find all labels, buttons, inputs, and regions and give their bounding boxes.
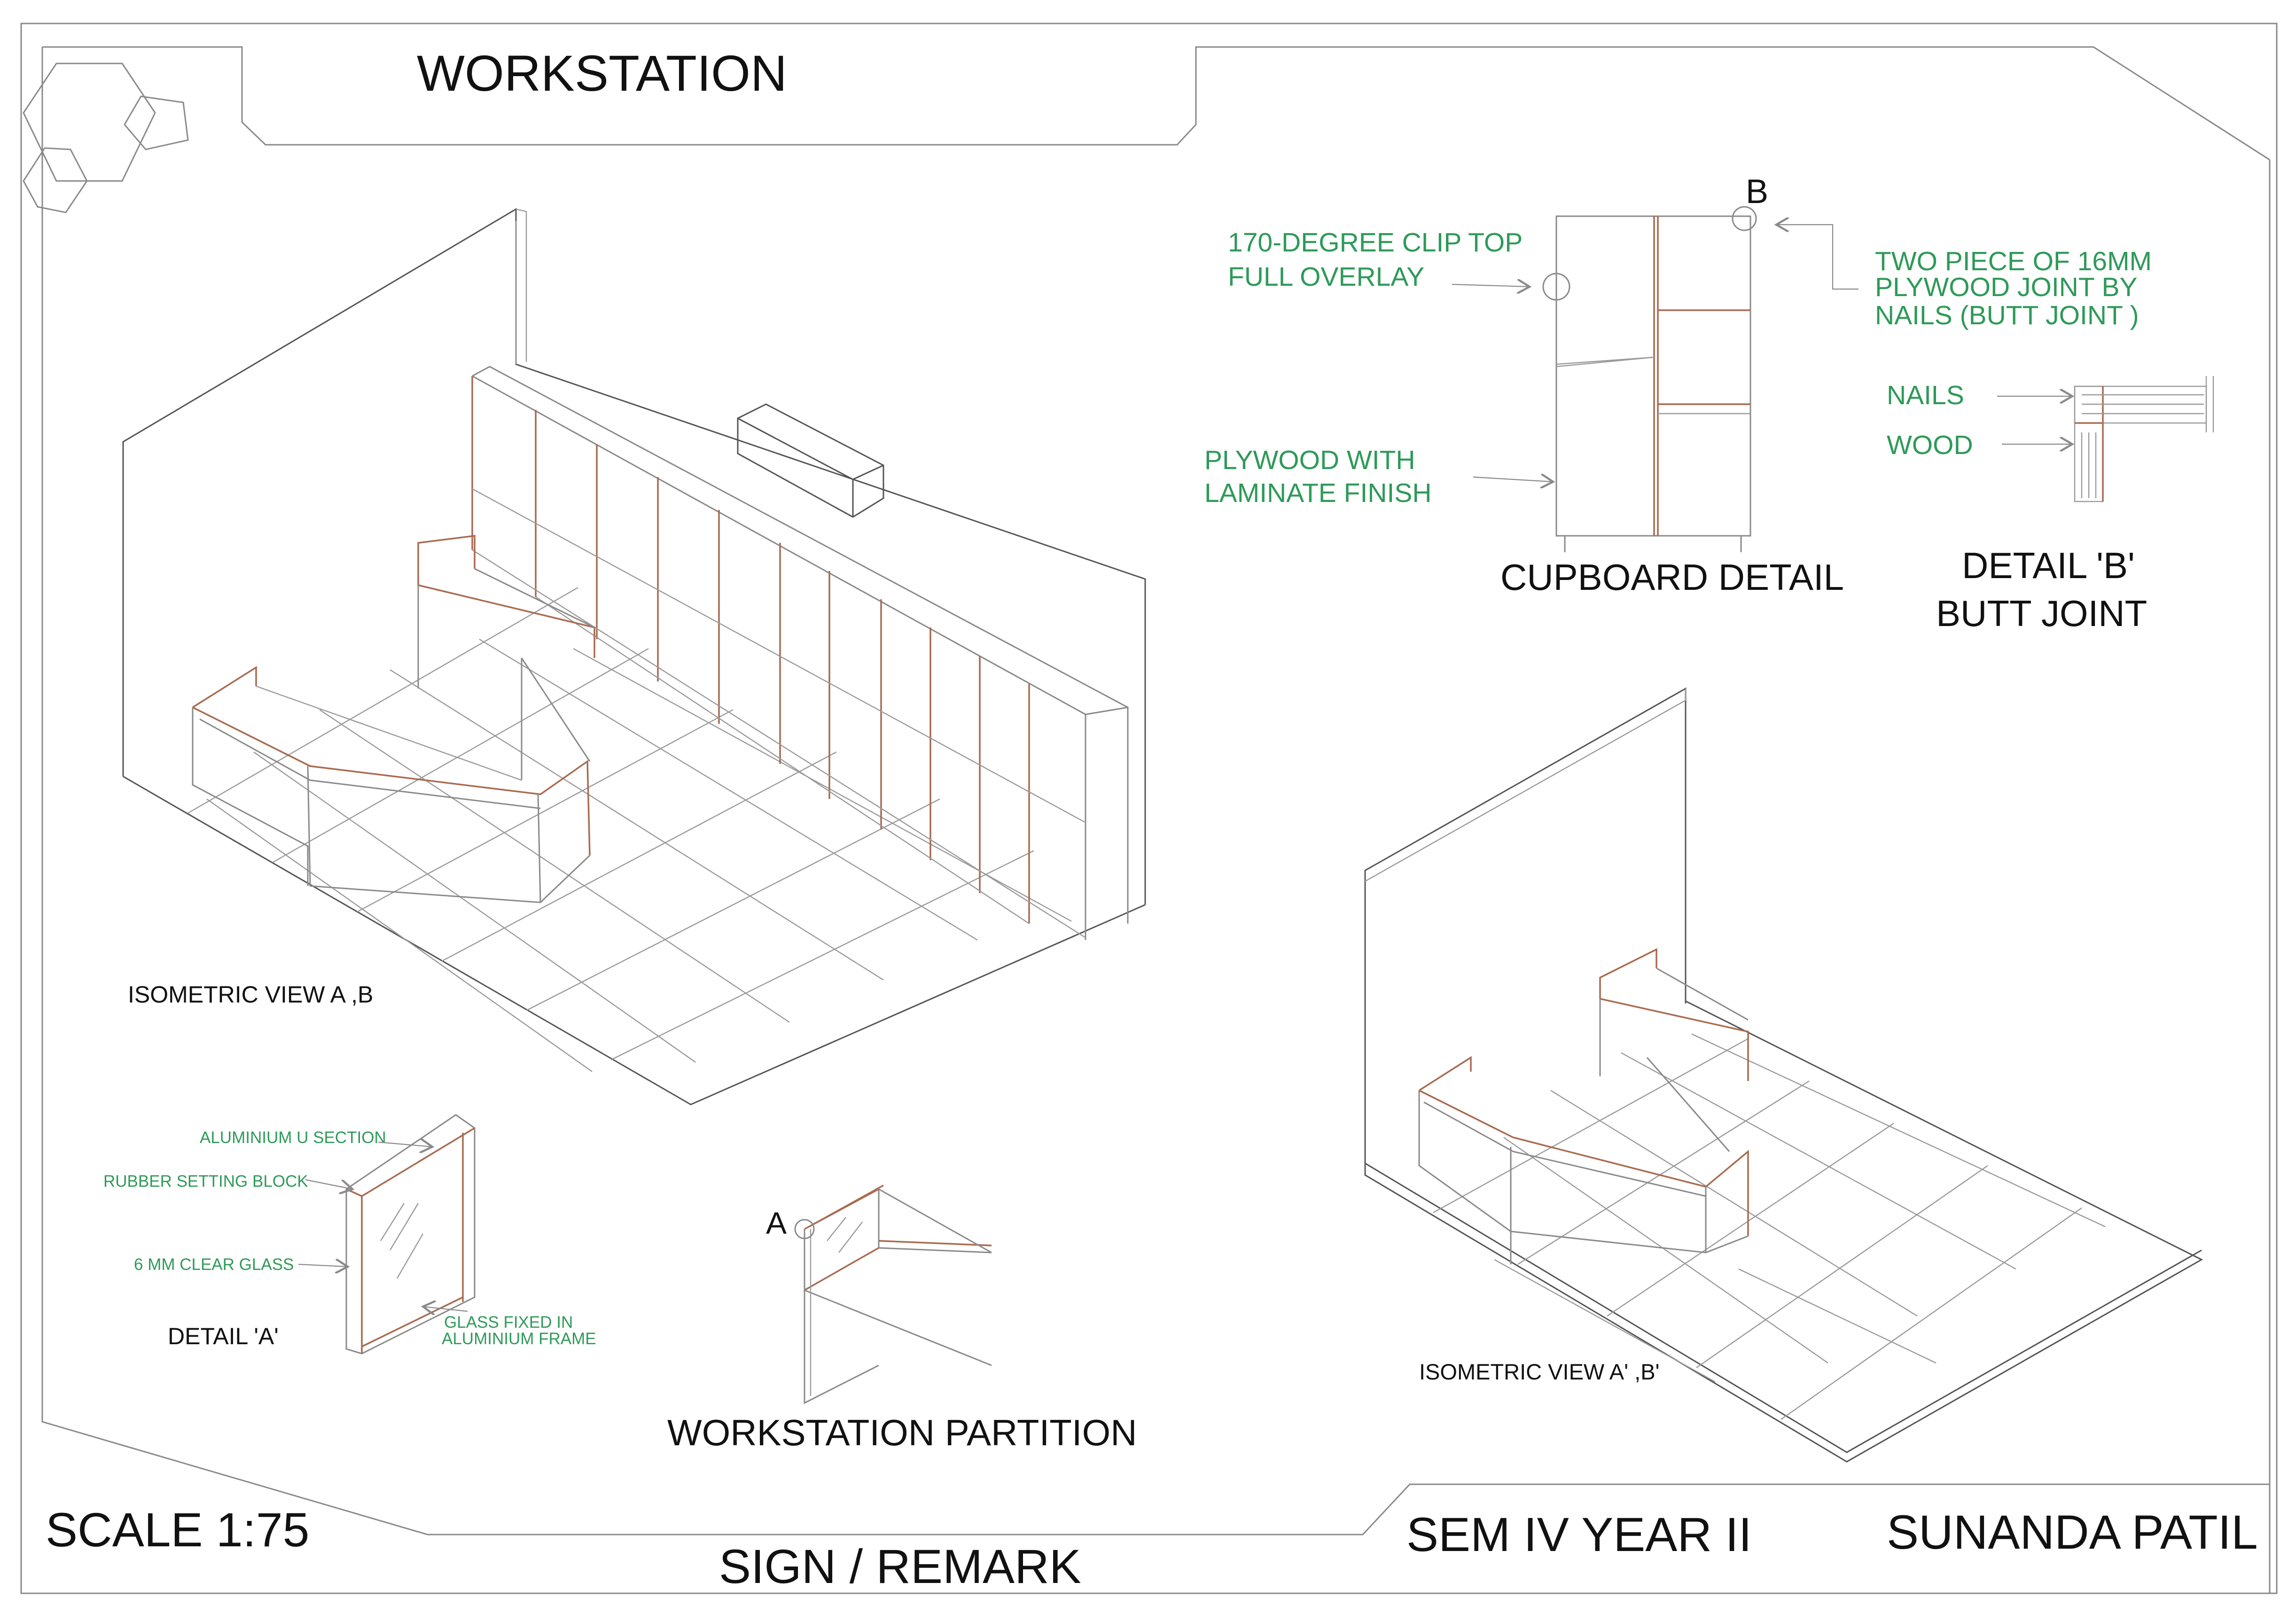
- detail-a-note-frame-1: GLASS FIXED IN: [444, 1313, 573, 1332]
- isometric-view-main: [122, 208, 1146, 1105]
- hexagon-logo-icon: [23, 63, 189, 213]
- sign-remark-label: SIGN / REMARK: [719, 1540, 1081, 1593]
- detail-b-wood-label: WOOD: [1887, 430, 1973, 460]
- detail-a-note-glass: 6 MM CLEAR GLASS: [134, 1255, 294, 1274]
- detail-a-note-block: RUBBER SETTING BLOCK: [103, 1172, 308, 1191]
- detail-a-title: DETAIL 'A': [168, 1323, 279, 1349]
- cupboard-note-material-2: LAMINATE FINISH: [1204, 478, 1432, 508]
- cupboard-note-joint-1: TWO PIECE OF 16MM: [1875, 246, 2152, 276]
- floor-tiles: [187, 587, 1072, 1072]
- cupboard-note-hinge-1: 170-DEGREE CLIP TOP: [1228, 227, 1523, 258]
- iso-main-label: ISOMETRIC VIEW A ,B: [128, 981, 373, 1008]
- isometric-view-second: [1364, 687, 2203, 1463]
- workstation-partition: [794, 1184, 992, 1404]
- detail-a-note-section: ALUMINIUM U SECTION: [200, 1128, 386, 1147]
- floor-tiles-second: [1433, 1033, 2106, 1420]
- partition-marker-a: A: [766, 1206, 787, 1240]
- cupboard-detail-title: CUPBOARD DETAIL: [1500, 556, 1844, 598]
- cupboard-note-material-1: PLYWOOD WITH: [1204, 445, 1415, 475]
- iso-second-label: ISOMETRIC VIEW A' ,B': [1419, 1359, 1660, 1384]
- cupboard-note-joint-3: NAILS (BUTT JOINT ): [1875, 300, 2139, 330]
- detail-b-nails-label: NAILS: [1887, 380, 1964, 410]
- cupboard-marker-b: B: [1746, 173, 1768, 211]
- detail-a-note-frame-2: ALUMINIUM FRAME: [442, 1330, 596, 1348]
- cupboard-wall: [471, 366, 1129, 940]
- detail-b-title-2: BUTT JOINT: [1936, 593, 2147, 634]
- author-label: SUNANDA PATIL: [1887, 1505, 2258, 1559]
- partition-title: WORKSTATION PARTITION: [667, 1412, 1137, 1453]
- semester-label: SEM IV YEAR II: [1406, 1508, 1752, 1561]
- detail-b-title-1: DETAIL 'B': [1962, 545, 2135, 586]
- sheet-border: [20, 23, 2278, 1594]
- scale-label: SCALE 1:75: [46, 1503, 309, 1557]
- reception-counter: [192, 535, 595, 903]
- page-title: WORKSTATION: [417, 45, 787, 102]
- cupboard-elevation: [1542, 206, 1757, 552]
- butt-joint-detail: [2074, 376, 2214, 502]
- reception-counter-second: [1418, 948, 1749, 1264]
- cupboard-note-hinge-2: FULL OVERLAY: [1228, 262, 1424, 292]
- glass-partition-detail: [345, 1114, 476, 1355]
- cupboard-note-joint-2: PLYWOOD JOINT BY: [1875, 272, 2137, 302]
